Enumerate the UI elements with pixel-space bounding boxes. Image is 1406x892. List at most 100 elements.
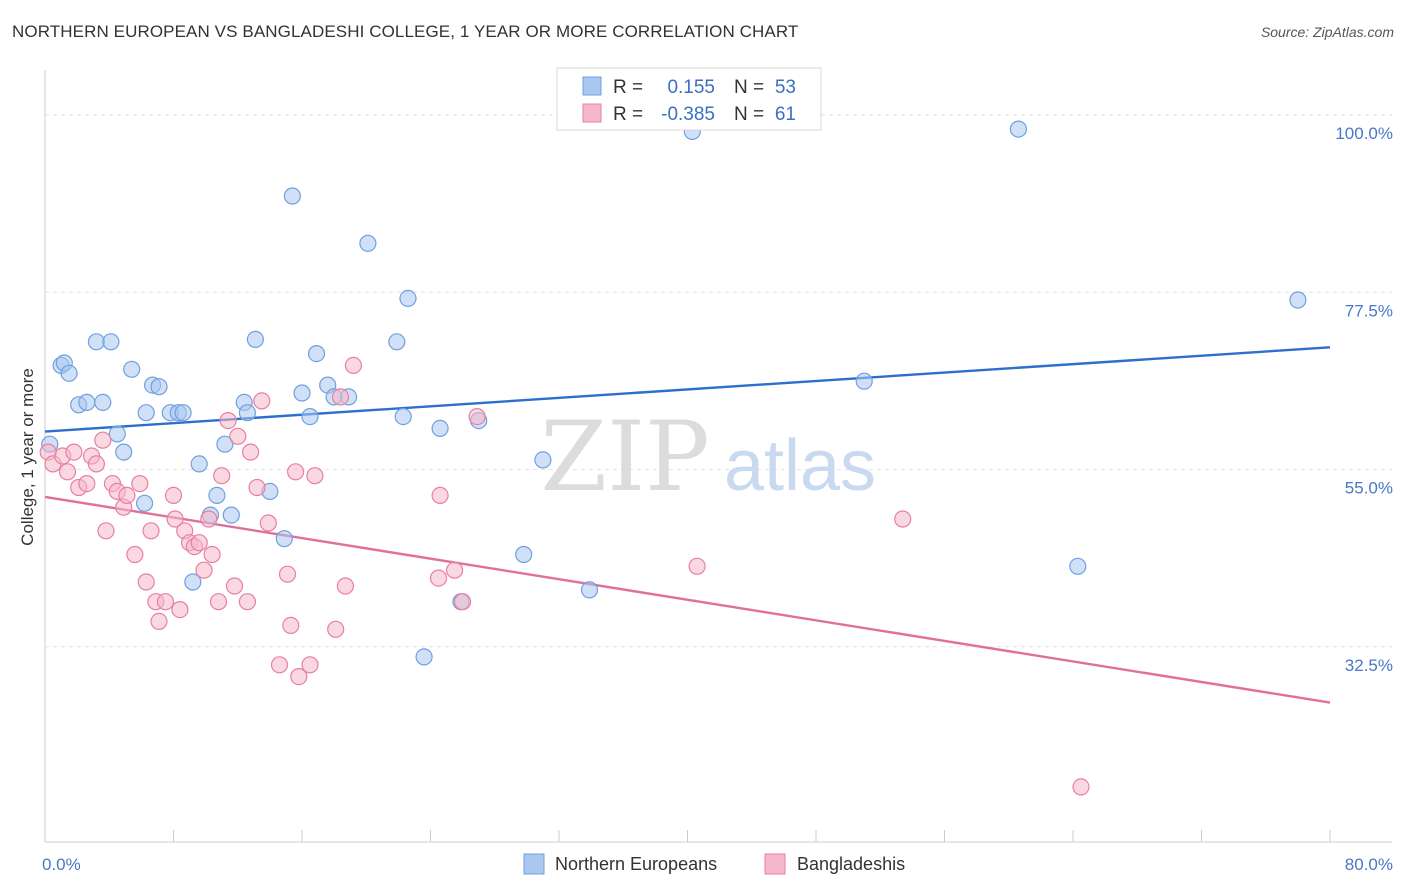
point-northern-47	[580, 581, 599, 599]
point-bangladeshi-38	[242, 443, 260, 461]
legend-r-value-1: -0.385	[661, 104, 715, 125]
watermark-atlas: atlas	[724, 426, 876, 506]
point-bangladeshi-47	[301, 656, 319, 674]
point-northern-26	[238, 404, 256, 422]
point-bangladeshi-4	[65, 443, 83, 461]
series-legend-swatch-northern	[523, 853, 545, 875]
point-bangladeshi-55	[446, 561, 464, 579]
point-northern-9	[108, 425, 126, 443]
point-bangladeshi-32	[209, 593, 228, 611]
point-northern-3	[60, 364, 78, 382]
point-northern-22	[208, 486, 226, 504]
point-northern-31	[293, 384, 311, 402]
legend-swatch-northern	[582, 76, 602, 96]
point-bangladeshi-50	[331, 388, 350, 406]
point-bangladeshi-8	[87, 455, 106, 473]
point-bangladeshi-45	[287, 463, 305, 481]
legend-n-value-1: 61	[775, 104, 796, 125]
point-bangladeshi-51	[336, 577, 354, 595]
point-bangladeshi-46	[290, 667, 308, 686]
legend-n-label-1: N =	[734, 104, 764, 125]
point-bangladeshi-52	[344, 356, 362, 374]
point-bangladeshi-36	[229, 427, 247, 445]
point-bangladeshi-59	[894, 510, 912, 528]
point-northern-45	[515, 545, 533, 564]
series-legend-swatch-bangladeshi	[764, 853, 786, 875]
point-bangladeshi-56	[454, 593, 472, 611]
point-northern-50	[1009, 120, 1028, 138]
point-northern-18	[174, 404, 192, 422]
trend-lines	[44, 346, 1331, 704]
point-bangladeshi-33	[213, 467, 231, 485]
series-legend-label-bangladeshi: Bangladeshis	[797, 854, 905, 874]
point-bangladeshi-58	[688, 557, 706, 575]
y-tick-label-1: 55.0%	[1345, 479, 1393, 498]
point-northern-7	[94, 393, 112, 411]
series-legend: Northern Europeans Bangladeshis	[523, 853, 905, 875]
point-bangladeshi-10	[97, 522, 115, 540]
point-northern-40	[399, 289, 417, 307]
point-northern-51	[1069, 557, 1087, 575]
y-tick-label-3: 100.0%	[1335, 124, 1393, 143]
point-bangladeshi-35	[225, 577, 244, 595]
point-bangladeshi-28	[190, 534, 208, 552]
point-bangladeshi-3	[58, 463, 77, 481]
point-bangladeshi-41	[259, 514, 277, 532]
point-northern-42	[431, 419, 449, 437]
point-bangladeshi-22	[164, 486, 183, 504]
point-northern-29	[275, 530, 293, 548]
point-bangladeshi-15	[126, 545, 144, 564]
legend-r-label-0: R =	[613, 77, 643, 98]
legend-r-label-1: R =	[613, 104, 643, 125]
point-bangladeshi-20	[150, 612, 168, 631]
point-bangladeshi-18	[142, 522, 160, 540]
point-bangladeshi-44	[282, 616, 300, 635]
series-legend-label-northern: Northern Europeans	[555, 854, 717, 874]
point-northern-49	[855, 372, 873, 390]
source-credit: Source: ZipAtlas.com	[1260, 24, 1394, 40]
chart-title: NORTHERN EUROPEAN VS BANGLADESHI COLLEGE…	[12, 22, 799, 41]
x-tick-labels: 0.0% 80.0%	[42, 855, 1393, 874]
trend-line-bangladeshi	[44, 495, 1331, 704]
point-bangladeshi-17	[137, 573, 155, 591]
data-points	[39, 120, 1307, 796]
point-northern-12	[136, 494, 154, 512]
point-bangladeshi-31	[203, 545, 221, 564]
point-northern-8	[102, 333, 120, 351]
point-northern-30	[283, 187, 301, 205]
point-bangladeshi-39	[248, 478, 266, 497]
point-bangladeshi-9	[94, 431, 112, 449]
legend-n-label-0: N =	[734, 77, 764, 98]
point-northern-15	[150, 378, 168, 396]
point-northern-5	[78, 393, 96, 411]
point-bangladeshi-54	[431, 486, 449, 504]
point-northern-33	[307, 345, 326, 363]
point-northern-10	[115, 443, 133, 461]
point-bangladeshi-16	[131, 475, 149, 493]
point-bangladeshi-37	[238, 593, 256, 611]
point-northern-6	[87, 333, 106, 351]
point-northern-20	[184, 573, 202, 591]
point-northern-41	[415, 648, 433, 666]
point-bangladeshi-60	[1072, 778, 1090, 796]
point-bangladeshi-43	[278, 565, 297, 583]
point-bangladeshi-24	[171, 600, 189, 619]
point-bangladeshi-14	[118, 486, 136, 504]
point-bangladeshi-29	[195, 561, 213, 579]
legend-swatch-bangladeshi	[582, 103, 602, 123]
point-bangladeshi-53	[429, 569, 448, 587]
trend-line-northern	[44, 346, 1331, 433]
legend-n-value-0: 53	[775, 77, 796, 98]
x-tick-label-0: 0.0%	[42, 855, 81, 874]
watermark-zip: ZIP	[540, 401, 709, 513]
legend-r-value-0: 0.155	[667, 77, 715, 98]
point-bangladeshi-48	[306, 467, 324, 485]
point-northern-27	[246, 330, 264, 348]
y-tick-label-2: 77.5%	[1345, 301, 1393, 320]
point-bangladeshi-40	[253, 392, 271, 410]
x-tick-label-1: 80.0%	[1345, 855, 1393, 874]
point-northern-32	[301, 408, 319, 426]
point-bangladeshi-30	[200, 510, 218, 528]
point-bangladeshi-23	[166, 510, 184, 528]
